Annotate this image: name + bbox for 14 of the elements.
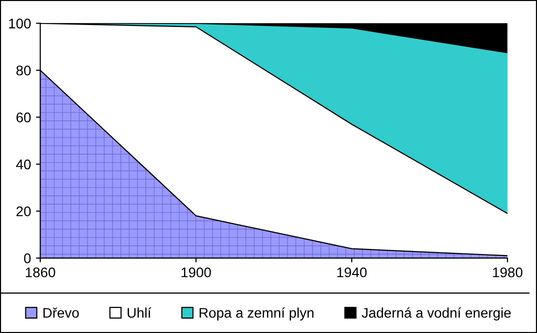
y-tick-label: 60: [16, 112, 31, 122]
legend-label: Ropa a zemní plyn: [200, 307, 314, 320]
legend-label: Uhlí: [128, 307, 152, 318]
x-tick-label: 1860: [26, 267, 56, 278]
x-tick-label: 1980: [493, 267, 522, 278]
x-tick-label: 1900: [182, 267, 211, 278]
y-tick-label: 80: [16, 66, 31, 76]
y-tick-label: 40: [16, 160, 31, 170]
y-tick-label: 100: [9, 18, 31, 28]
x-tick-label: 1940: [337, 267, 367, 278]
y-tick-label: 0: [24, 253, 31, 264]
legend-label: Jaderná a vodní energie: [362, 307, 511, 320]
y-tick-label: 20: [16, 206, 31, 216]
legend-label: Dřevo: [43, 308, 79, 318]
